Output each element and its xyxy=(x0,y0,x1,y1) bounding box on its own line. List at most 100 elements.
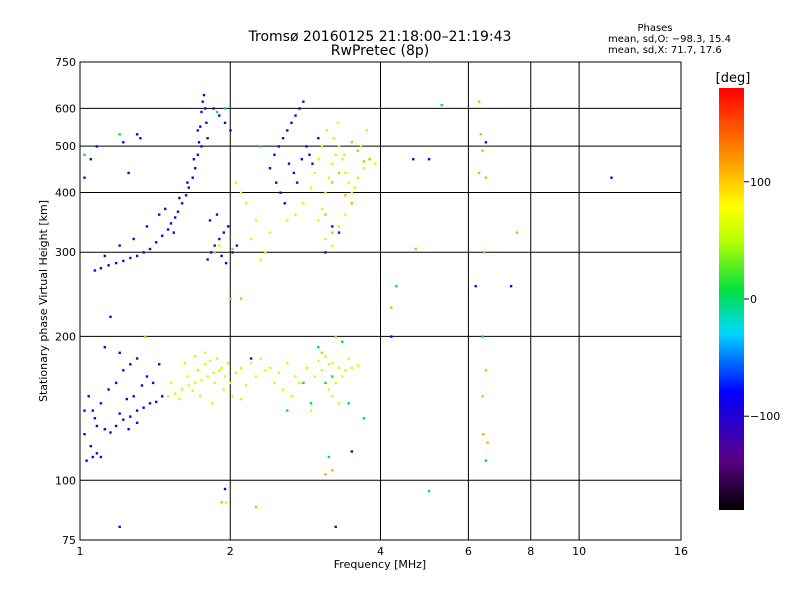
data-point xyxy=(227,225,230,228)
data-point xyxy=(331,162,334,165)
data-point xyxy=(145,225,149,228)
data-point xyxy=(427,489,431,493)
data-point xyxy=(481,395,484,398)
data-point xyxy=(129,363,132,366)
data-point xyxy=(155,241,158,244)
data-point xyxy=(229,129,232,132)
data-point xyxy=(337,366,341,370)
data-point xyxy=(344,194,347,197)
data-point xyxy=(320,145,324,148)
data-point xyxy=(234,371,237,374)
data-point xyxy=(196,129,199,132)
y-tick-label: 75 xyxy=(62,534,76,547)
data-point xyxy=(294,213,297,216)
data-point xyxy=(180,202,184,205)
data-point xyxy=(474,285,477,288)
data-point xyxy=(169,222,173,225)
data-point xyxy=(244,202,248,205)
data-point xyxy=(212,371,215,374)
data-point xyxy=(327,455,331,459)
data-point xyxy=(350,202,353,205)
data-point xyxy=(205,121,208,124)
data-point xyxy=(290,121,293,124)
colorbar-tick-label: −100 xyxy=(750,410,780,423)
data-point xyxy=(174,216,177,219)
data-point xyxy=(200,379,203,382)
data-point xyxy=(211,402,214,405)
data-point xyxy=(208,219,212,222)
data-point xyxy=(192,158,196,161)
data-point xyxy=(482,433,485,436)
data-point xyxy=(109,315,112,318)
data-point xyxy=(254,375,258,378)
data-point xyxy=(317,219,320,222)
data-point xyxy=(201,100,204,103)
data-point xyxy=(109,431,112,434)
data-point xyxy=(129,415,132,418)
data-point xyxy=(331,469,334,472)
data-point xyxy=(334,335,337,338)
data-point xyxy=(127,428,130,431)
data-point xyxy=(191,176,194,179)
data-point xyxy=(118,412,121,415)
data-point xyxy=(344,171,347,175)
data-point xyxy=(186,181,189,184)
data-point xyxy=(478,100,481,103)
data-point xyxy=(166,395,170,398)
data-point xyxy=(302,381,305,385)
data-point xyxy=(125,397,128,401)
stats-header: Phases xyxy=(637,23,672,34)
data-point xyxy=(213,381,216,385)
data-point xyxy=(204,107,207,110)
data-point xyxy=(317,346,320,349)
data-point xyxy=(200,145,203,148)
data-point xyxy=(281,137,285,140)
data-point xyxy=(210,251,213,254)
data-point xyxy=(91,455,94,459)
data-point xyxy=(311,162,314,165)
data-point xyxy=(103,254,106,258)
data-point xyxy=(286,361,289,365)
y-tick-label: 750 xyxy=(55,56,76,69)
data-point xyxy=(89,444,92,448)
data-point xyxy=(187,384,190,387)
data-point xyxy=(194,381,197,385)
data-point xyxy=(350,141,353,144)
x-tick-label: 2 xyxy=(227,545,234,558)
data-point xyxy=(220,501,223,504)
data-point xyxy=(218,369,221,372)
data-point xyxy=(324,381,327,385)
data-point xyxy=(273,381,276,385)
data-point xyxy=(183,361,186,365)
data-point xyxy=(244,384,248,387)
data-point xyxy=(320,369,324,372)
data-point xyxy=(324,213,327,216)
data-point xyxy=(344,213,347,216)
data-point xyxy=(249,237,253,241)
data-point xyxy=(202,93,206,97)
data-point xyxy=(135,133,139,136)
data-point xyxy=(337,225,341,228)
data-point xyxy=(365,129,368,132)
data-point xyxy=(229,381,232,385)
data-point xyxy=(350,366,353,370)
data-point xyxy=(327,363,331,366)
data-point xyxy=(87,395,90,398)
axis-ticks: 1 2 4 6 8 10 16 75 100 200 300 400 500 600 750 xyxy=(55,56,688,558)
data-point xyxy=(118,351,121,354)
data-point xyxy=(259,258,262,261)
data-point xyxy=(222,388,225,391)
data-point xyxy=(229,297,232,300)
data-point xyxy=(337,402,341,405)
data-point xyxy=(331,244,334,247)
data-point xyxy=(275,181,278,184)
data-point xyxy=(231,251,234,254)
colorbar-ticks: 100 0 −100 xyxy=(744,176,780,423)
data-point xyxy=(390,306,393,309)
data-point xyxy=(129,256,132,260)
data-point xyxy=(273,153,276,156)
data-point xyxy=(294,114,297,117)
data-point xyxy=(317,359,320,362)
data-point xyxy=(114,424,118,428)
data-point xyxy=(107,388,110,391)
